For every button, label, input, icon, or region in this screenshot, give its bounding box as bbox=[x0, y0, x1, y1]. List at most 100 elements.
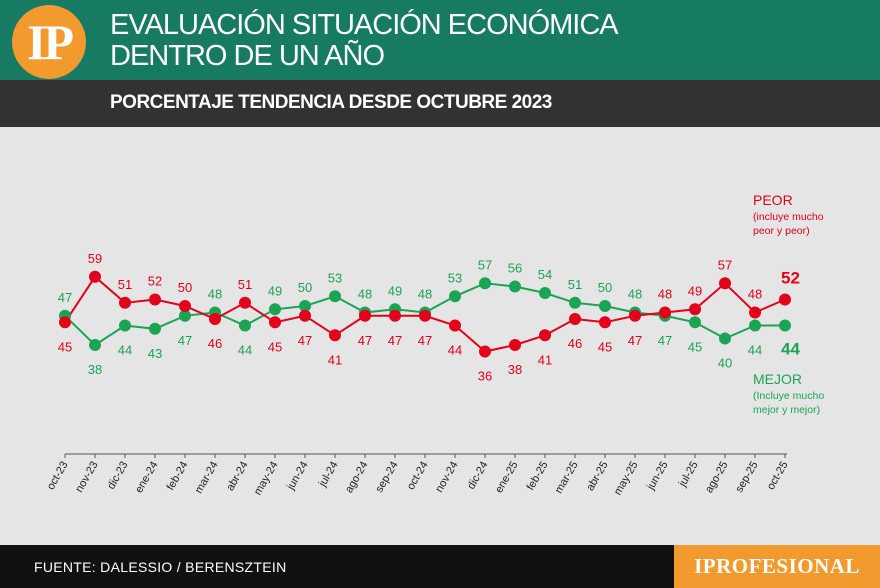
x-tick-label: oct-23 bbox=[45, 460, 71, 492]
peor-point bbox=[59, 316, 71, 329]
peor-data-label: 46 bbox=[208, 336, 222, 351]
peor-point bbox=[209, 313, 221, 325]
mejor-point bbox=[599, 300, 611, 312]
mejor-data-label: 44 bbox=[238, 343, 252, 358]
legend-mejor-title: MEJOR bbox=[753, 371, 802, 387]
mejor-data-label: 56 bbox=[508, 261, 522, 276]
mejor-point bbox=[149, 322, 161, 335]
x-tick-label: sep-25 bbox=[733, 460, 760, 495]
mejor-data-label: 53 bbox=[448, 270, 462, 285]
peor-point bbox=[449, 319, 461, 332]
legend-mejor-note-line1: (Incluye mucho bbox=[753, 390, 824, 402]
x-tick-label: ago-25 bbox=[703, 460, 731, 496]
peor-data-label: 47 bbox=[358, 333, 372, 348]
mejor-data-label: 53 bbox=[328, 270, 342, 285]
peor-point bbox=[749, 306, 761, 319]
peor-data-label: 41 bbox=[328, 352, 342, 367]
mejor-data-label: 38 bbox=[88, 362, 102, 377]
mejor-point bbox=[569, 296, 581, 309]
x-tick-label: may-25 bbox=[612, 460, 641, 498]
mejor-data-label: 47 bbox=[658, 333, 672, 348]
x-tick-label: abr-25 bbox=[584, 460, 610, 494]
peor-data-label: 59 bbox=[88, 251, 102, 266]
mejor-point bbox=[239, 319, 251, 332]
x-tick-label: jul-24 bbox=[316, 460, 340, 490]
mejor-data-label: 44 bbox=[781, 340, 800, 359]
peor-data-label: 51 bbox=[238, 277, 252, 292]
peor-data-label: 36 bbox=[478, 369, 492, 384]
x-tick-label: oct-24 bbox=[405, 460, 431, 492]
peor-data-label: 44 bbox=[448, 343, 462, 358]
legend-peor-title: PEOR bbox=[753, 192, 793, 208]
mejor-point bbox=[689, 316, 701, 329]
mejor-point bbox=[89, 339, 101, 351]
peor-point bbox=[509, 339, 521, 351]
peor-point bbox=[119, 296, 131, 309]
x-tick-label: dic-24 bbox=[465, 460, 490, 492]
title-line-2: DENTRO DE UN AÑO bbox=[110, 40, 385, 72]
x-tick-label: sep-24 bbox=[373, 460, 400, 495]
mejor-data-label: 48 bbox=[358, 287, 372, 302]
peor-data-label: 50 bbox=[178, 280, 192, 295]
peor-data-label: 51 bbox=[118, 277, 132, 292]
page-title: EVALUACIÓN SITUACIÓN ECONÓMICA DENTRO DE… bbox=[110, 10, 619, 72]
mejor-data-label: 54 bbox=[538, 267, 552, 282]
peor-point bbox=[359, 309, 371, 322]
mejor-data-label: 57 bbox=[478, 257, 492, 272]
mejor-point bbox=[179, 309, 191, 322]
peor-point bbox=[269, 316, 281, 329]
x-tick-label: jul-25 bbox=[676, 460, 700, 490]
mejor-point bbox=[479, 277, 491, 290]
legend-peor-note-line2: peor y peor) bbox=[753, 225, 810, 237]
peor-data-label: 57 bbox=[718, 257, 732, 272]
peor-point bbox=[419, 309, 431, 322]
peor-point bbox=[389, 309, 401, 322]
mejor-data-label: 48 bbox=[208, 287, 222, 302]
peor-point bbox=[599, 316, 611, 329]
peor-data-label: 47 bbox=[628, 333, 642, 348]
peor-point bbox=[89, 270, 101, 283]
source-text: FUENTE: DALESSIO / BERENSZTEIN bbox=[34, 559, 287, 575]
mejor-point bbox=[329, 290, 341, 303]
peor-point bbox=[779, 293, 791, 306]
x-tick-label: mar-25 bbox=[553, 460, 581, 496]
line-chart: oct-23 nov-23 dic-23 ene-24 feb-24 mar-24 abr-… bbox=[45, 192, 824, 498]
x-tick-label: may-24 bbox=[252, 460, 281, 498]
header-bar: IP EVALUACIÓN SITUACIÓN ECONÓMICA DENTRO… bbox=[0, 0, 880, 80]
x-tick-label: nov-23 bbox=[73, 460, 100, 495]
mejor-point bbox=[119, 319, 131, 332]
peor-data-label: 45 bbox=[58, 339, 72, 354]
peor-data-label: 47 bbox=[298, 333, 312, 348]
mejor-data-label: 48 bbox=[628, 287, 642, 302]
x-tick-label: jun-25 bbox=[644, 460, 670, 493]
peor-point bbox=[179, 300, 191, 312]
peor-point bbox=[329, 329, 341, 342]
mejor-point bbox=[719, 332, 731, 345]
peor-point bbox=[149, 293, 161, 306]
mejor-point bbox=[269, 303, 281, 316]
chart-subtitle: PORCENTAJE TENDENCIA DESDE OCTUBRE 2023 bbox=[110, 92, 552, 113]
peor-data-label: 41 bbox=[538, 352, 552, 367]
peor-data-label: 49 bbox=[688, 283, 702, 298]
mejor-data-label: 51 bbox=[568, 277, 582, 292]
peor-point bbox=[659, 306, 671, 319]
peor-data-label: 48 bbox=[748, 287, 762, 302]
x-tick-label: ene-25 bbox=[493, 460, 521, 496]
mejor-data-label: 50 bbox=[298, 280, 312, 295]
mejor-data-label: 43 bbox=[148, 346, 162, 361]
mejor-data-label: 44 bbox=[118, 343, 132, 358]
footer-bar: FUENTE: DALESSIO / BERENSZTEIN IPROFESIO… bbox=[0, 545, 880, 588]
mejor-point bbox=[299, 300, 311, 312]
x-tick-label: dic-23 bbox=[105, 460, 130, 492]
legend-mejor-note-line2: mejor y mejor) bbox=[753, 404, 820, 416]
mejor-data-label: 50 bbox=[598, 280, 612, 295]
x-tick-label: nov-24 bbox=[433, 460, 460, 495]
peor-point bbox=[479, 345, 491, 358]
peor-data-label: 47 bbox=[388, 333, 402, 348]
peor-point bbox=[629, 309, 641, 322]
mejor-data-label: 49 bbox=[388, 283, 402, 298]
mejor-point bbox=[779, 319, 791, 332]
peor-point bbox=[719, 277, 731, 290]
peor-data-label: 45 bbox=[598, 339, 612, 354]
peor-data-label: 52 bbox=[148, 274, 162, 289]
